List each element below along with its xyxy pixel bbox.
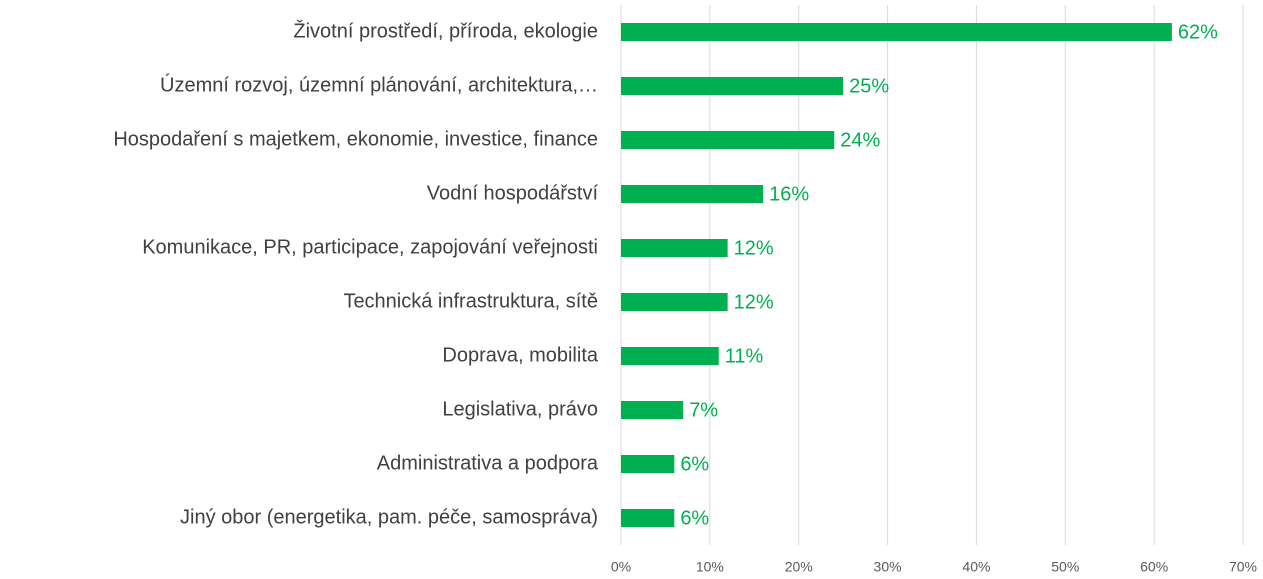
data-label: 25% xyxy=(849,75,889,97)
x-tick-label: 20% xyxy=(785,559,813,575)
bar xyxy=(621,77,844,95)
data-label: 6% xyxy=(680,507,709,529)
category-label: Vodní hospodářství xyxy=(427,182,599,204)
x-tick-label: 30% xyxy=(874,559,902,575)
category-label: Doprava, mobilita xyxy=(442,344,599,366)
category-label: Legislativa, právo xyxy=(442,398,598,420)
bar xyxy=(621,509,675,527)
data-label: 24% xyxy=(840,129,880,151)
data-label: 16% xyxy=(769,183,809,205)
x-tick-label: 40% xyxy=(962,559,990,575)
data-label: 12% xyxy=(734,291,774,313)
category-label: Životní prostředí, příroda, ekologie xyxy=(293,19,598,42)
data-label: 7% xyxy=(689,399,718,421)
category-label: Jiný obor (energetika, pam. péče, samosp… xyxy=(180,506,598,528)
bar xyxy=(621,185,764,203)
x-tick-label: 10% xyxy=(696,559,724,575)
category-label: Hospodaření s majetkem, ekonomie, invest… xyxy=(113,128,598,150)
x-tick-label: 70% xyxy=(1229,559,1257,575)
x-tick-label: 0% xyxy=(611,559,631,575)
category-label: Komunikace, PR, participace, zapojování … xyxy=(142,236,598,258)
data-label: 11% xyxy=(725,345,764,367)
bar xyxy=(621,347,719,365)
bar xyxy=(621,455,675,473)
bar xyxy=(621,23,1172,41)
x-tick-label: 50% xyxy=(1051,559,1079,575)
data-label: 6% xyxy=(680,453,709,475)
data-label: 12% xyxy=(734,237,774,259)
category-label: Administrativa a podpora xyxy=(377,452,599,474)
category-label: Technická infrastruktura, sítě xyxy=(343,290,598,312)
bar xyxy=(621,239,728,257)
bar xyxy=(621,293,728,311)
bar xyxy=(621,401,684,419)
bar xyxy=(621,131,835,149)
x-tick-label: 60% xyxy=(1140,559,1168,575)
data-label: 62% xyxy=(1178,21,1218,43)
category-label: Územní rozvoj, územní plánování, archite… xyxy=(160,73,598,96)
